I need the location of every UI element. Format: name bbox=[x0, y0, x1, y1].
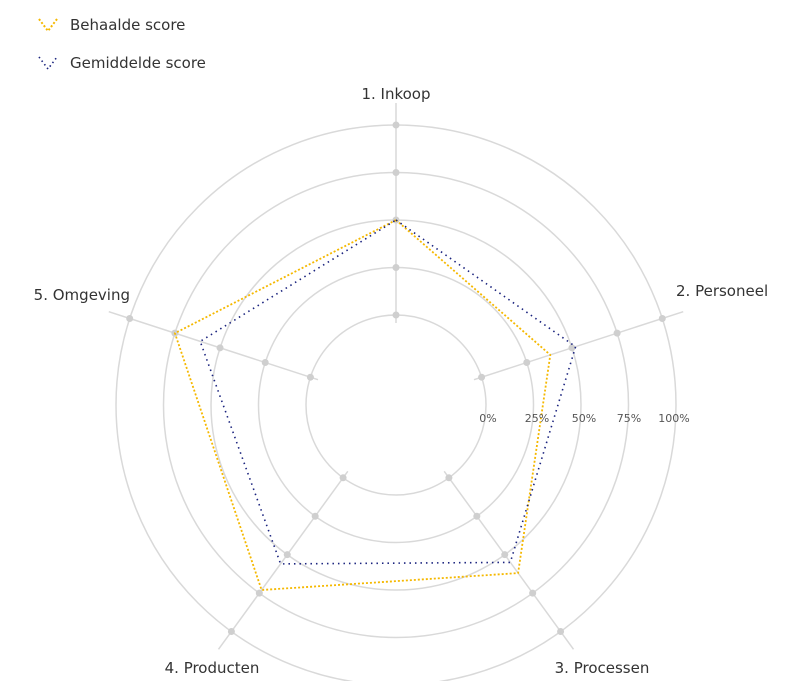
axis-spoke-4 bbox=[217, 470, 349, 650]
axis-dot-5-0 bbox=[306, 373, 314, 381]
axis-spoke-3 bbox=[443, 470, 575, 650]
axis-dot-3-0 bbox=[445, 474, 453, 482]
series-gemiddelde-line bbox=[199, 219, 577, 565]
tick-label-2: 50% bbox=[572, 412, 596, 425]
axis-dot-2-2 bbox=[568, 344, 576, 352]
axis-dot-2-4 bbox=[658, 314, 666, 322]
axis-dot-1-0 bbox=[392, 311, 400, 319]
radar-series bbox=[173, 219, 577, 591]
axis-label-4: 4. Producten bbox=[165, 659, 260, 677]
legend-item-behaalde[interactable]: Behaalde score bbox=[36, 6, 206, 44]
radar-axis-labels: 1. Inkoop 2. Personeel 3. Processen 4. Prod… bbox=[34, 85, 768, 677]
axis-dot-4-4 bbox=[227, 628, 235, 636]
legend-item-gemiddelde[interactable]: Gemiddelde score bbox=[36, 44, 206, 82]
axis-dot-5-1 bbox=[261, 359, 269, 367]
axis-label-3: 3. Processen bbox=[555, 659, 650, 677]
series-behaalde-line bbox=[173, 219, 552, 591]
axis-dot-5-2 bbox=[216, 344, 224, 352]
axis-label-5: 5. Omgeving bbox=[34, 286, 130, 304]
axis-spoke-5 bbox=[108, 310, 319, 381]
axis-dot-4-3 bbox=[255, 589, 263, 597]
axis-dot-1-1 bbox=[392, 264, 400, 271]
axis-dot-2-1 bbox=[523, 359, 531, 367]
grid-ring-0 bbox=[305, 314, 487, 496]
legend-label-gemiddelde: Gemiddelde score bbox=[70, 54, 206, 72]
axis-dot-1-4 bbox=[392, 121, 400, 129]
legend: Behaalde score Gemiddelde score bbox=[36, 6, 206, 82]
axis-dot-2-0 bbox=[478, 373, 486, 381]
axis-dot-2-3 bbox=[613, 329, 621, 337]
axis-dot-4-0 bbox=[339, 474, 347, 482]
axis-label-1: 1. Inkoop bbox=[361, 85, 430, 103]
axis-dot-4-1 bbox=[311, 512, 319, 520]
tick-label-0: 0% bbox=[479, 412, 496, 425]
axis-label-2: 2. Personeel bbox=[676, 282, 768, 300]
axis-dot-3-2 bbox=[501, 551, 509, 559]
radar-tick-labels: 0% 25% 50% 75% 100% bbox=[479, 412, 689, 425]
axis-dot-3-4 bbox=[557, 628, 565, 636]
tick-label-3: 75% bbox=[617, 412, 641, 425]
axis-dot-5-4 bbox=[126, 314, 134, 322]
axis-dot-4-2 bbox=[283, 551, 291, 559]
axis-dot-3-3 bbox=[529, 589, 537, 597]
tick-label-1: 25% bbox=[525, 412, 549, 425]
legend-label-behaalde: Behaalde score bbox=[70, 16, 186, 34]
axis-dot-3-1 bbox=[473, 512, 481, 520]
axis-spoke-2 bbox=[473, 310, 684, 381]
radar-axes bbox=[108, 103, 684, 650]
legend-swatch-gemiddelde-icon bbox=[38, 56, 58, 71]
legend-swatch-behaalde-icon bbox=[38, 18, 58, 33]
tick-label-4: 100% bbox=[658, 412, 689, 425]
axis-dot-1-3 bbox=[392, 169, 400, 176]
